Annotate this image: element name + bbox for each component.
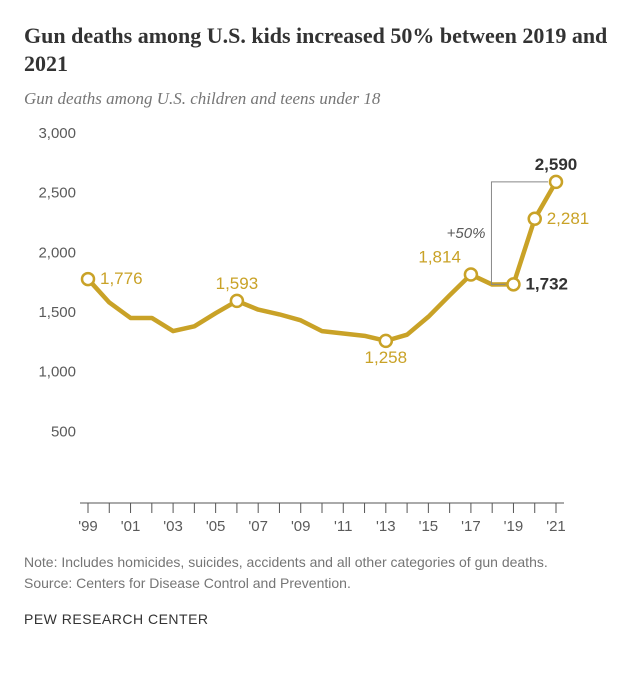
x-tick-label: '07 xyxy=(248,518,268,535)
x-tick-label: '11 xyxy=(334,518,352,535)
data-marker xyxy=(82,273,94,285)
x-tick-label: '21 xyxy=(546,518,566,535)
page-title: Gun deaths among U.S. kids increased 50%… xyxy=(24,22,616,77)
y-tick-label: 2,500 xyxy=(38,185,76,202)
data-line xyxy=(88,182,556,341)
y-tick-label: 500 xyxy=(51,423,76,440)
x-tick-label: '03 xyxy=(163,518,183,535)
y-tick-label: 1,500 xyxy=(38,304,76,321)
data-label: 2,590 xyxy=(535,155,578,174)
data-marker xyxy=(507,278,519,290)
x-tick-label: '09 xyxy=(291,518,311,535)
callout-label: +50% xyxy=(447,225,486,242)
line-chart: 500 1,000 1,500 2,000 2,500 3,000 '99 '01 '03 '05… xyxy=(24,119,616,539)
y-tick-label: 2,000 xyxy=(38,244,76,261)
x-tick-label: '19 xyxy=(504,518,524,535)
x-tick-label: '01 xyxy=(121,518,141,535)
data-marker xyxy=(465,269,477,281)
x-tick-label: '15 xyxy=(419,518,439,535)
x-tick-label: '17 xyxy=(461,518,481,535)
data-marker xyxy=(550,176,562,188)
brand-attribution: PEW RESEARCH CENTER xyxy=(24,611,616,627)
x-tick-label: '05 xyxy=(206,518,226,535)
data-marker xyxy=(380,335,392,347)
y-tick-label: 3,000 xyxy=(38,125,76,142)
y-tick-label: 1,000 xyxy=(38,364,76,381)
x-tick-label: '13 xyxy=(376,518,396,535)
chart-svg: 500 1,000 1,500 2,000 2,500 3,000 '99 '01 '03 '05… xyxy=(24,119,616,539)
data-label: 1,814 xyxy=(418,248,461,267)
data-label: 1,258 xyxy=(365,348,408,367)
chart-source: Source: Centers for Disease Control and … xyxy=(24,574,616,593)
data-marker xyxy=(231,295,243,307)
chart-subtitle: Gun deaths among U.S. children and teens… xyxy=(24,89,616,109)
data-label: 1,593 xyxy=(216,274,259,293)
chart-note: Note: Includes homicides, suicides, acci… xyxy=(24,553,616,572)
data-marker xyxy=(529,213,541,225)
data-label: 1,776 xyxy=(100,269,143,288)
data-label: 1,732 xyxy=(525,274,568,293)
x-tick-label: '99 xyxy=(78,518,98,535)
data-label: 2,281 xyxy=(547,209,590,228)
